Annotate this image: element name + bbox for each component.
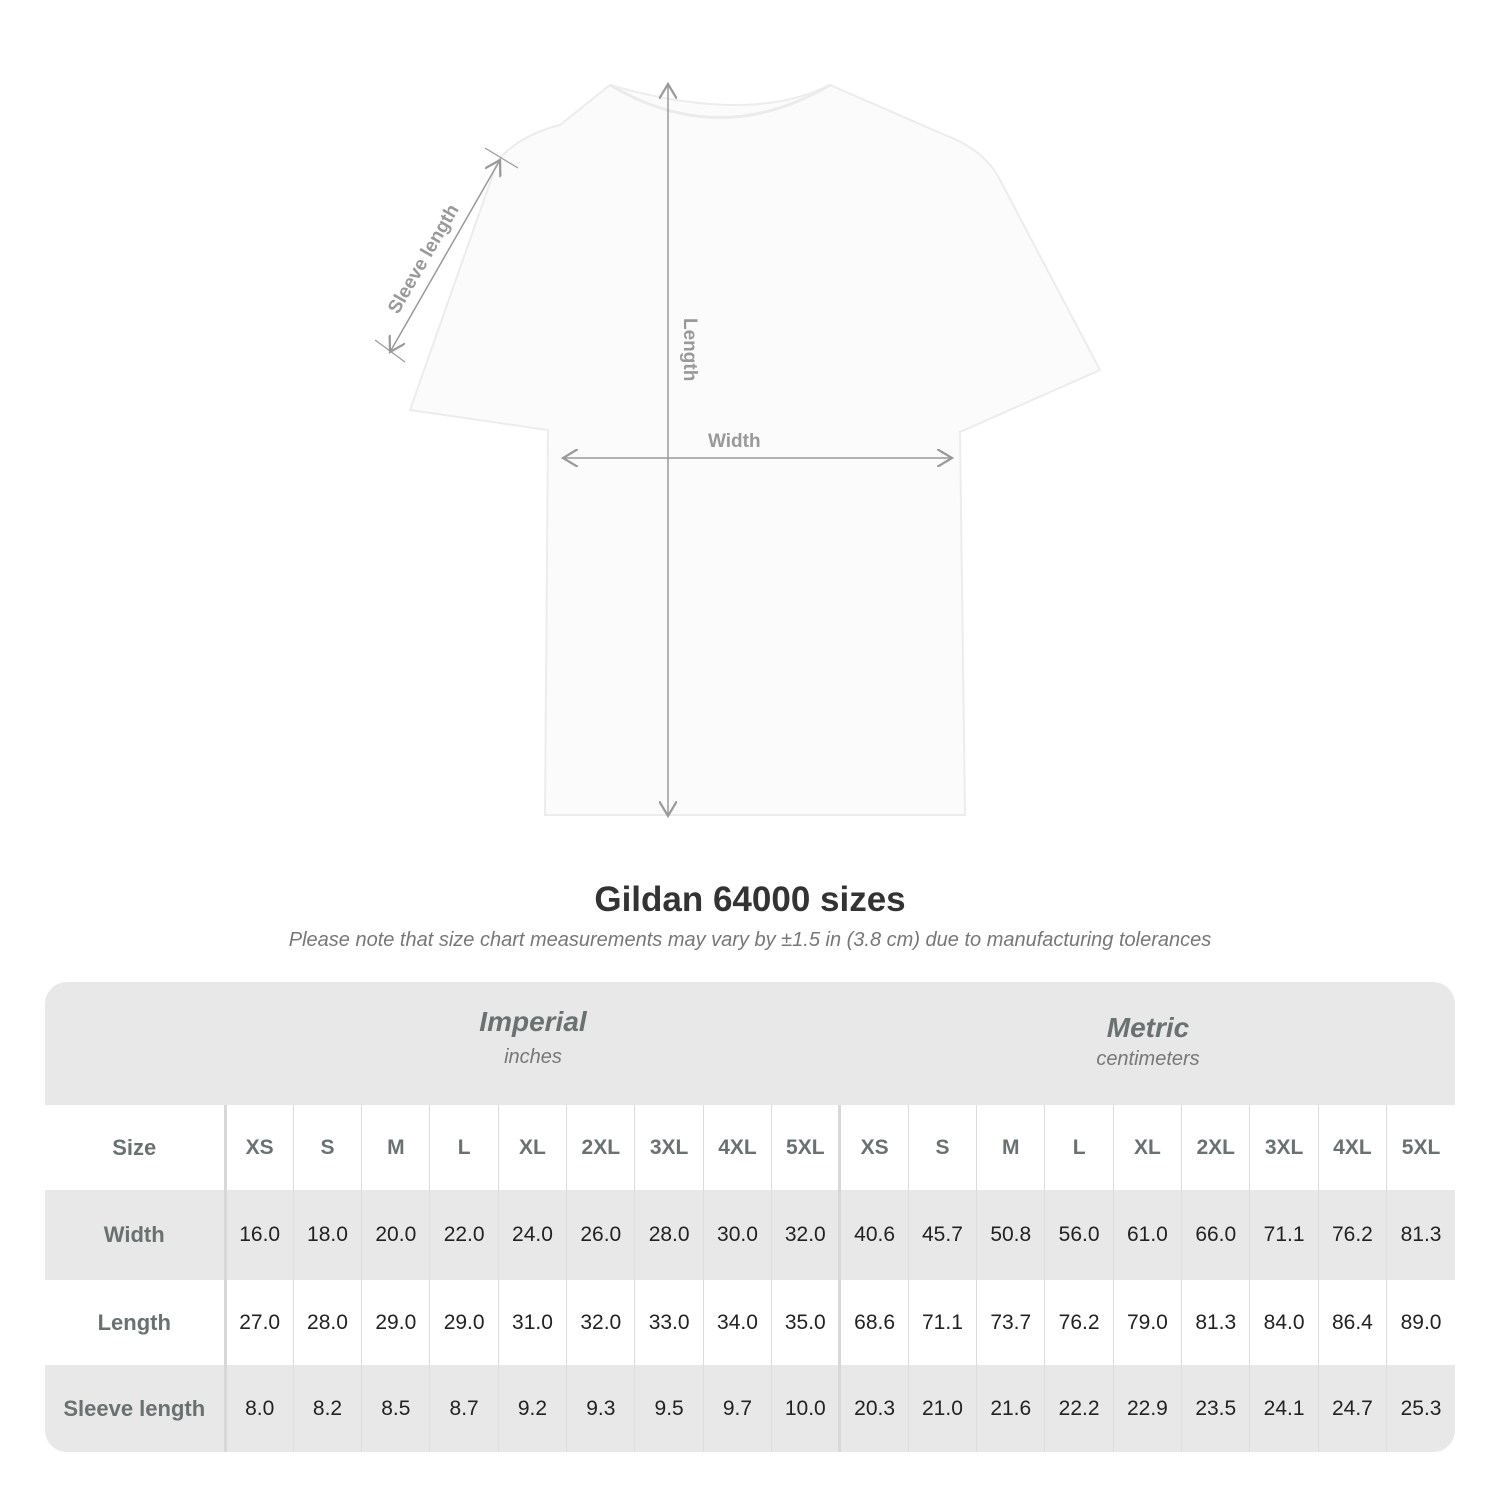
size-header: S	[292, 1105, 362, 1190]
metric-cell: 68.6	[838, 1280, 909, 1365]
imperial-cell: 26.0	[566, 1190, 635, 1280]
metric-cell: 20.3	[838, 1365, 909, 1452]
size-header: L	[429, 1105, 499, 1190]
metric-title: Metric	[1106, 1012, 1190, 1043]
size-header: S	[907, 1105, 977, 1190]
row-label: Sleeve length	[45, 1365, 227, 1452]
size-header: 5XL	[771, 1105, 840, 1190]
imperial-cell: 16.0	[224, 1190, 294, 1280]
metric-cell: 61.0	[1112, 1190, 1182, 1280]
metric-cell: 25.3	[1386, 1365, 1455, 1452]
table-row: Length 27.0 28.0 29.0 29.0 31.0 32.0 33.0 34.0 35…	[45, 1280, 1455, 1365]
metric-cell: 71.1	[1249, 1190, 1319, 1280]
metric-cell: 84.0	[1249, 1280, 1319, 1365]
imperial-cell: 34.0	[702, 1280, 772, 1365]
row-label: Size	[45, 1105, 227, 1190]
size-header: M	[976, 1105, 1045, 1190]
imperial-cell: 29.0	[429, 1280, 499, 1365]
table-row: Sleeve length 8.0 8.2 8.5 8.7 9.2 9.3 9.5 9.7 10.…	[45, 1365, 1455, 1452]
size-header: M	[361, 1105, 430, 1190]
table-row: Width 16.0 18.0 20.0 22.0 24.0 26.0 28.0 30.0 32.…	[45, 1190, 1455, 1280]
imperial-cell: 28.0	[292, 1280, 362, 1365]
size-header: 4XL	[1317, 1105, 1387, 1190]
imperial-unit: inches	[504, 1046, 562, 1068]
imperial-cell: 9.7	[702, 1365, 772, 1452]
size-header: XS	[838, 1105, 909, 1190]
metric-cell: 76.2	[1317, 1190, 1387, 1280]
size-chart: Imperial inches Metric centimeters Size X…	[45, 982, 1455, 1452]
length-label: Length	[679, 318, 700, 381]
metric-header: Metric centimeters	[841, 1012, 1455, 1071]
imperial-header: Imperial inches	[225, 1006, 841, 1069]
imperial-cell: 22.0	[429, 1190, 499, 1280]
size-header: XL	[497, 1105, 567, 1190]
imperial-cell: 10.0	[771, 1365, 840, 1452]
size-table: Size XS S M L XL 2XL 3XL 4XL 5XL XS S M L XL 2XL 3XL 4XL 5…	[45, 1105, 1455, 1452]
size-header: 5XL	[1386, 1105, 1455, 1190]
metric-cell: 40.6	[838, 1190, 909, 1280]
imperial-cell: 24.0	[497, 1190, 567, 1280]
metric-cell: 73.7	[976, 1280, 1045, 1365]
metric-cell: 22.2	[1044, 1365, 1114, 1452]
size-header: XL	[1112, 1105, 1182, 1190]
imperial-cell: 31.0	[497, 1280, 567, 1365]
metric-cell: 22.9	[1112, 1365, 1182, 1452]
metric-cell: 66.0	[1181, 1190, 1250, 1280]
imperial-title: Imperial	[479, 1006, 587, 1037]
metric-cell: 24.1	[1249, 1365, 1319, 1452]
tshirt-diagram: Sleeve length Length Width	[374, 0, 1102, 860]
metric-cell: 81.3	[1181, 1280, 1250, 1365]
imperial-cell: 32.0	[771, 1190, 840, 1280]
page-title: Gildan 64000 sizes	[594, 880, 906, 919]
size-header: 4XL	[702, 1105, 772, 1190]
size-header: XS	[224, 1105, 294, 1190]
imperial-cell: 32.0	[566, 1280, 635, 1365]
tolerance-note: Please note that size chart measurements…	[288, 929, 1212, 951]
size-header: 2XL	[1181, 1105, 1250, 1190]
imperial-cell: 8.7	[429, 1365, 499, 1452]
size-header: 3XL	[634, 1105, 704, 1190]
metric-cell: 23.5	[1181, 1365, 1250, 1452]
metric-cell: 21.0	[907, 1365, 977, 1452]
imperial-cell: 33.0	[634, 1280, 704, 1365]
imperial-cell: 28.0	[634, 1190, 704, 1280]
imperial-cell: 8.0	[224, 1365, 294, 1452]
size-header: 2XL	[566, 1105, 635, 1190]
metric-cell: 24.7	[1317, 1365, 1387, 1452]
metric-cell: 79.0	[1112, 1280, 1182, 1365]
imperial-cell: 9.5	[634, 1365, 704, 1452]
row-label: Width	[45, 1190, 227, 1280]
imperial-cell: 8.2	[292, 1365, 362, 1452]
imperial-cell: 20.0	[361, 1190, 430, 1280]
row-label: Length	[45, 1280, 227, 1365]
metric-cell: 56.0	[1044, 1190, 1114, 1280]
metric-cell: 89.0	[1386, 1280, 1455, 1365]
metric-cell: 45.7	[907, 1190, 977, 1280]
metric-cell: 21.6	[976, 1365, 1045, 1452]
metric-unit: centimeters	[1096, 1048, 1200, 1070]
size-header: 3XL	[1249, 1105, 1319, 1190]
sleeve-arrow	[390, 160, 500, 352]
width-label: Width	[708, 431, 761, 452]
imperial-cell: 29.0	[361, 1280, 430, 1365]
imperial-cell: 9.2	[497, 1365, 567, 1452]
size-header: L	[1044, 1105, 1114, 1190]
metric-cell: 71.1	[907, 1280, 977, 1365]
imperial-cell: 35.0	[771, 1280, 840, 1365]
metric-cell: 76.2	[1044, 1280, 1114, 1365]
imperial-cell: 30.0	[702, 1190, 772, 1280]
imperial-cell: 18.0	[292, 1190, 362, 1280]
size-header-row: Size XS S M L XL 2XL 3XL 4XL 5XL XS S M L XL 2XL 3XL 4XL 5…	[45, 1105, 1455, 1190]
imperial-cell: 8.5	[361, 1365, 430, 1452]
metric-cell: 81.3	[1386, 1190, 1455, 1280]
metric-cell: 50.8	[976, 1190, 1045, 1280]
imperial-cell: 27.0	[224, 1280, 294, 1365]
imperial-cell: 9.3	[566, 1365, 635, 1452]
metric-cell: 86.4	[1317, 1280, 1387, 1365]
